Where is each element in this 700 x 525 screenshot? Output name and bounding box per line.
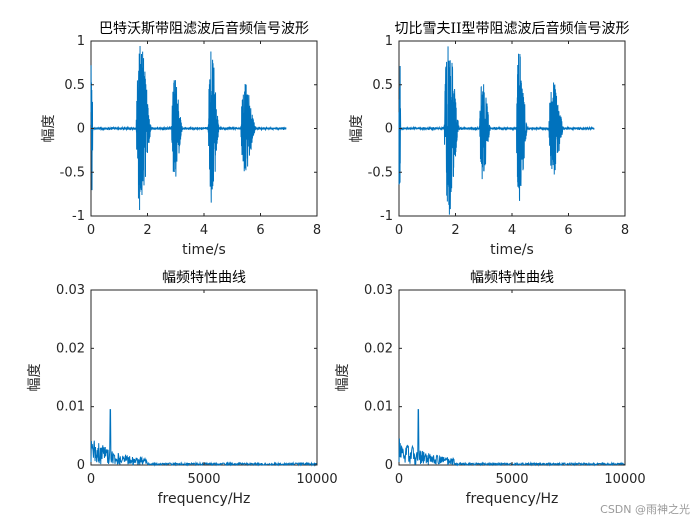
x-tick-label: 2 <box>143 223 151 238</box>
y-tick-label: 0.5 <box>64 78 85 93</box>
y-tick-label: 0.02 <box>56 341 85 356</box>
x-tick-label: 0 <box>395 472 403 487</box>
x-tick-label: 5000 <box>495 472 528 487</box>
chart-title: 巴特沃斯带阻滤波后音频信号波形 <box>99 20 309 37</box>
y-tick-label: 0.03 <box>364 283 393 298</box>
x-axis-label: frequency/Hz <box>466 491 559 507</box>
y-axis-label: 幅度 <box>41 115 57 143</box>
x-tick-label: 0 <box>395 223 403 238</box>
y-axis-label: 幅度 <box>27 364 43 392</box>
x-axis-label: time/s <box>182 242 226 258</box>
x-tick-label: 6 <box>564 223 572 238</box>
x-tick-label: 5000 <box>187 472 220 487</box>
x-tick-label: 8 <box>313 223 321 238</box>
y-tick-label: 0.01 <box>364 400 393 415</box>
watermark: CSDN @雨神之光 <box>600 503 690 516</box>
x-tick-label: 4 <box>508 223 516 238</box>
x-tick-label: 10000 <box>604 472 645 487</box>
y-tick-label: 0 <box>385 458 393 473</box>
x-tick-label: 4 <box>200 223 208 238</box>
plot-frame <box>398 289 626 466</box>
chart-magnitude-response-left: 0 5000 10000 0 0.01 0.02 0.03 幅频特性曲线 frequency/H… <box>27 270 338 507</box>
x-axis-label: time/s <box>490 242 534 258</box>
y-tick-label: 0.03 <box>56 283 85 298</box>
x-tick-label: 2 <box>451 223 459 238</box>
series-line <box>398 46 595 215</box>
y-axis-label: 幅度 <box>349 115 365 143</box>
chart-title: 幅频特性曲线 <box>470 270 554 286</box>
x-axis-label: frequency/Hz <box>158 491 251 507</box>
x-tick-label: 0 <box>87 472 95 487</box>
y-tick-label: -0.5 <box>60 165 85 180</box>
x-tick-label: 8 <box>621 223 629 238</box>
chart-title: 幅频特性曲线 <box>162 270 246 286</box>
y-axis-label: 幅度 <box>335 364 351 392</box>
chart-magnitude-response-right: 0 5000 10000 0 0.01 0.02 0.03 幅频特性曲线 frequency/H… <box>335 270 646 507</box>
plot-frame <box>90 289 318 466</box>
y-tick-label: 0 <box>77 458 85 473</box>
x-tick-label: 6 <box>256 223 264 238</box>
chart-butterworth-waveform: 0 2 4 6 8 -1 -0.5 0 0.5 1 巴特沃斯带阻滤波后音频信号波形 time/s 幅度 <box>41 20 321 258</box>
y-tick-label: 1 <box>385 34 393 49</box>
x-tick-label: 0 <box>87 223 95 238</box>
x-tick-label: 10000 <box>296 472 337 487</box>
y-tick-label: -1 <box>72 209 85 224</box>
y-tick-label: -1 <box>380 209 393 224</box>
y-tick-label: -0.5 <box>368 165 393 180</box>
y-tick-label: 0.01 <box>56 400 85 415</box>
y-tick-label: 0 <box>385 122 393 137</box>
y-tick-label: 1 <box>77 34 85 49</box>
y-tick-label: 0.02 <box>364 341 393 356</box>
y-tick-label: 0 <box>77 122 85 137</box>
y-tick-label: 0.5 <box>372 78 393 93</box>
series-line <box>90 45 287 210</box>
chart-title: 切比雪夫II型带阻滤波后音频信号波形 <box>394 20 629 37</box>
